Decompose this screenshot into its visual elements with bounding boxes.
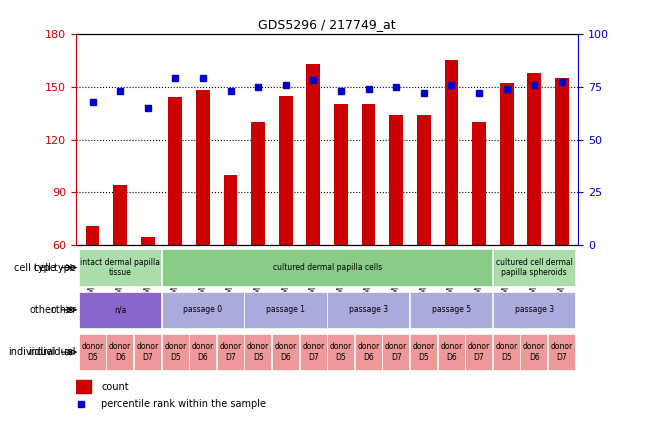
Text: passage 0: passage 0 (183, 305, 223, 314)
Bar (307, 64, 321, 351)
Text: donor
D6: donor D6 (192, 343, 214, 362)
Text: cell type: cell type (34, 263, 76, 272)
FancyBboxPatch shape (355, 334, 382, 370)
FancyBboxPatch shape (79, 250, 161, 286)
Bar (196, 90, 210, 351)
Text: cultured dermal papilla cells: cultured dermal papilla cells (272, 263, 382, 272)
Title: GDS5296 / 217749_at: GDS5296 / 217749_at (258, 18, 396, 31)
Text: passage 3: passage 3 (515, 305, 554, 314)
Text: donor
D5: donor D5 (247, 343, 269, 362)
Text: donor
D7: donor D7 (137, 343, 159, 362)
Text: other: other (30, 305, 56, 315)
Bar (86, 226, 99, 351)
Text: passage 5: passage 5 (432, 305, 471, 314)
FancyBboxPatch shape (410, 334, 437, 370)
FancyBboxPatch shape (465, 334, 492, 370)
FancyBboxPatch shape (548, 334, 575, 370)
Text: other: other (50, 305, 76, 315)
Text: donor
D6: donor D6 (109, 343, 132, 362)
Text: donor
D7: donor D7 (302, 343, 325, 362)
Bar (555, 78, 568, 351)
FancyBboxPatch shape (520, 334, 547, 370)
FancyBboxPatch shape (493, 292, 575, 328)
Text: cell type: cell type (14, 263, 56, 272)
Bar (141, 236, 155, 351)
Text: cultured cell dermal
papilla spheroids: cultured cell dermal papilla spheroids (496, 258, 572, 277)
FancyBboxPatch shape (327, 334, 354, 370)
Bar (362, 104, 375, 351)
Text: donor
D6: donor D6 (358, 343, 379, 362)
FancyBboxPatch shape (245, 334, 272, 370)
Text: donor
D5: donor D5 (81, 343, 104, 362)
Bar (472, 122, 486, 351)
FancyBboxPatch shape (161, 292, 244, 328)
FancyBboxPatch shape (410, 292, 492, 328)
FancyBboxPatch shape (383, 334, 409, 370)
Text: donor
D7: donor D7 (219, 343, 242, 362)
Bar (527, 73, 541, 351)
Bar (279, 96, 293, 351)
FancyBboxPatch shape (161, 250, 492, 286)
Bar (223, 175, 237, 351)
FancyBboxPatch shape (134, 334, 161, 370)
FancyBboxPatch shape (438, 334, 465, 370)
Bar (417, 115, 431, 351)
Text: donor
D6: donor D6 (440, 343, 463, 362)
Text: passage 1: passage 1 (266, 305, 305, 314)
Bar (169, 97, 182, 351)
FancyBboxPatch shape (493, 250, 575, 286)
FancyBboxPatch shape (189, 334, 216, 370)
Text: donor
D7: donor D7 (551, 343, 573, 362)
FancyBboxPatch shape (79, 334, 106, 370)
FancyBboxPatch shape (106, 334, 134, 370)
Text: individual: individual (9, 347, 56, 357)
FancyBboxPatch shape (327, 292, 409, 328)
Bar (444, 60, 458, 351)
FancyBboxPatch shape (272, 334, 299, 370)
Text: passage 3: passage 3 (349, 305, 388, 314)
Bar (500, 83, 514, 351)
FancyBboxPatch shape (299, 334, 327, 370)
Bar (113, 185, 127, 351)
FancyBboxPatch shape (493, 334, 520, 370)
Text: donor
D5: donor D5 (330, 343, 352, 362)
Text: donor
D6: donor D6 (275, 343, 297, 362)
Text: donor
D5: donor D5 (496, 343, 518, 362)
Bar (334, 104, 348, 351)
Text: n/a: n/a (114, 305, 126, 314)
Text: donor
D7: donor D7 (468, 343, 490, 362)
FancyBboxPatch shape (79, 292, 161, 328)
Text: donor
D7: donor D7 (385, 343, 407, 362)
Text: individual: individual (28, 347, 76, 357)
Bar (251, 122, 265, 351)
Text: count: count (101, 382, 129, 392)
FancyBboxPatch shape (161, 334, 188, 370)
Bar (389, 115, 403, 351)
FancyBboxPatch shape (245, 292, 327, 328)
Text: percentile rank within the sample: percentile rank within the sample (101, 398, 266, 409)
FancyBboxPatch shape (217, 334, 244, 370)
Text: donor
D5: donor D5 (164, 343, 186, 362)
Text: donor
D6: donor D6 (523, 343, 545, 362)
Text: donor
D5: donor D5 (412, 343, 435, 362)
Text: intact dermal papilla
tissue: intact dermal papilla tissue (80, 258, 160, 277)
Bar (76, 380, 91, 393)
